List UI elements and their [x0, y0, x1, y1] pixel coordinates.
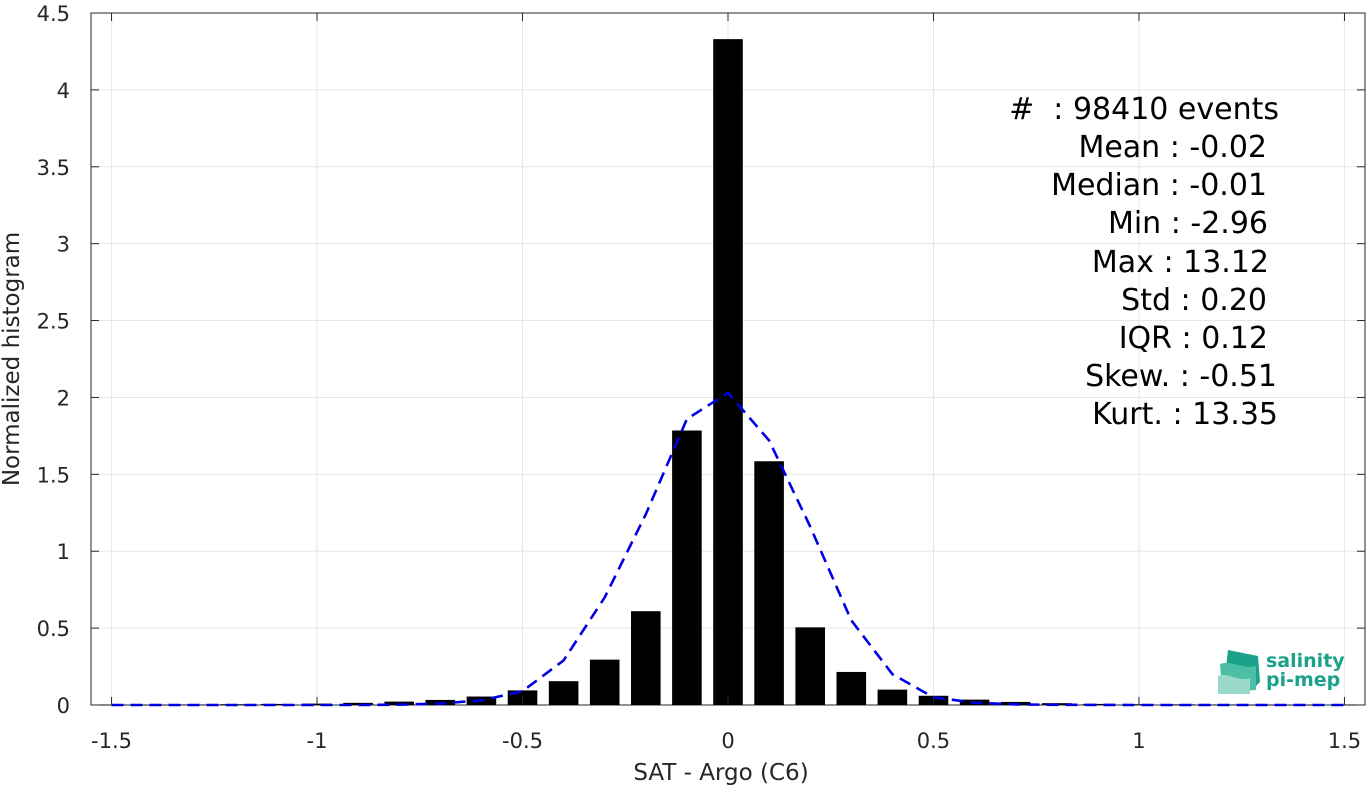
histogram-bar — [754, 461, 784, 705]
stat-median: Median : -0.01 — [1051, 168, 1267, 203]
wave-logo-icon — [1218, 650, 1260, 694]
histogram-bar — [549, 681, 579, 705]
salinity-pimep-logo: salinity pi-mep — [1218, 650, 1345, 694]
x-tick-label: 0 — [721, 729, 734, 753]
stat-iqr: IQR : 0.12 — [1119, 321, 1268, 356]
logo-line2: pi-mep — [1266, 669, 1340, 691]
stat-max: Max : 13.12 — [1092, 245, 1269, 280]
y-axis-label: Normalized histogram — [0, 232, 25, 486]
y-tick-label: 4.5 — [37, 2, 70, 26]
x-tick-label: -1 — [307, 729, 328, 753]
y-tick-label: 1 — [57, 540, 70, 564]
histogram-bar — [590, 660, 620, 705]
histogram-bar — [713, 39, 743, 705]
y-tick-label: 2.5 — [37, 310, 70, 334]
stat-std: Std : 0.20 — [1121, 283, 1267, 318]
stat-mean: Mean : -0.02 — [1078, 130, 1267, 165]
histogram-bar — [672, 431, 702, 705]
statistics-annotation: # : 98410 events Mean : -0.02 Median : -… — [1009, 92, 1279, 432]
stat-kurt: Kurt. : 13.35 — [1092, 397, 1278, 432]
histogram-bar — [795, 627, 825, 705]
x-tick-label: -1.5 — [91, 729, 132, 753]
histogram-bar — [631, 611, 661, 705]
histogram-bar — [878, 690, 908, 705]
x-tick-label: -0.5 — [502, 729, 543, 753]
y-tick-label: 3 — [57, 233, 70, 257]
y-tick-label: 1.5 — [37, 463, 70, 487]
x-axis-label: SAT - Argo (C6) — [633, 760, 808, 786]
x-tick-label: 0.5 — [917, 729, 950, 753]
stat-min: Min : -2.96 — [1108, 206, 1268, 241]
x-tick-label: 1 — [1132, 729, 1145, 753]
y-tick-label: 3.5 — [37, 156, 70, 180]
stat-skew: Skew. : -0.51 — [1085, 359, 1277, 394]
y-tick-label: 4 — [57, 79, 70, 103]
stat-events: # : 98410 events — [1009, 92, 1279, 127]
x-tick-label: 1.5 — [1328, 729, 1361, 753]
histogram-bar — [836, 672, 866, 705]
y-tick-label: 0.5 — [37, 617, 70, 641]
y-tick-label: 2 — [57, 386, 70, 410]
y-tick-label: 0 — [57, 694, 70, 718]
